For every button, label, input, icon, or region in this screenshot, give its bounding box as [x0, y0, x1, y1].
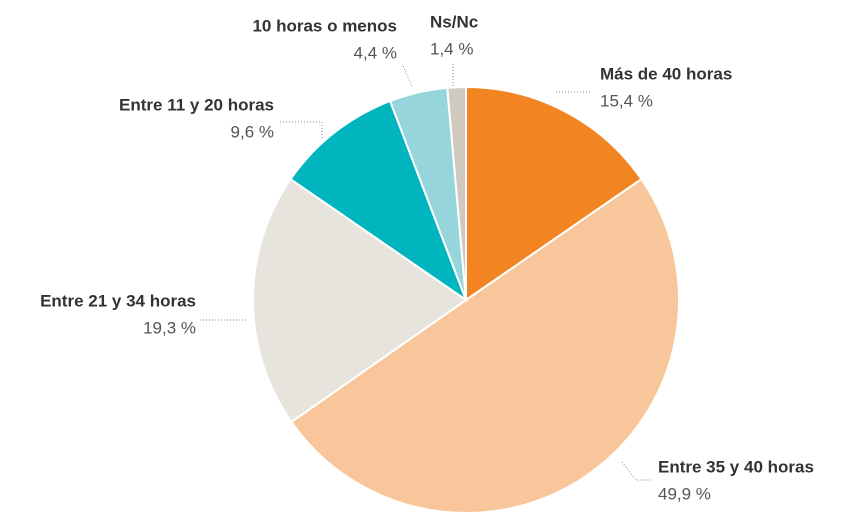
slice-label: 10 horas o menos — [252, 16, 397, 35]
slice-value: 19,3 % — [143, 318, 196, 337]
pie-slice — [289, 99, 469, 303]
slice-label: Entre 11 y 20 horas — [119, 95, 274, 114]
slice-value: 49,9 % — [658, 484, 711, 503]
slice-label: Ns/Nc — [430, 12, 478, 31]
leader-line — [402, 65, 413, 87]
slice-value: 9,6 % — [231, 122, 274, 141]
pie-slice — [465, 85, 643, 302]
slice-label: Entre 21 y 34 horas — [40, 291, 196, 310]
slice-label: Más de 40 horas — [600, 64, 732, 83]
slice-value: 1,4 % — [430, 39, 473, 58]
leader-line — [621, 461, 652, 481]
pie-slice — [446, 85, 467, 301]
pie-slice — [289, 177, 680, 514]
slice-value: 15,4 % — [600, 91, 653, 110]
slice-value: 4,4 % — [354, 43, 397, 62]
leader-line — [280, 121, 323, 140]
pie-slice — [252, 177, 468, 424]
slice-label: Entre 35 y 40 horas — [658, 457, 814, 476]
